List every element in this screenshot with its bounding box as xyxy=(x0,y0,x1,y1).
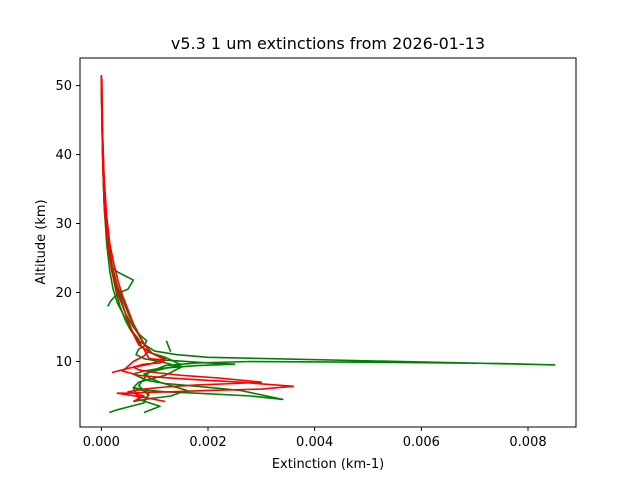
series-line-green-6 xyxy=(165,340,172,353)
x-tick-label: 0.004 xyxy=(296,435,333,450)
y-tick-label: 10 xyxy=(55,355,72,370)
x-tick-label: 0.002 xyxy=(189,435,226,450)
x-tick-label: 0.000 xyxy=(83,435,120,450)
series-line-green-5 xyxy=(100,78,188,403)
x-tick-label: 0.008 xyxy=(509,435,546,450)
y-tick-label: 40 xyxy=(55,148,72,163)
series-line-red-9 xyxy=(101,78,167,374)
x-axis-label: Extinction (km-1) xyxy=(272,457,384,472)
chart-title: v5.3 1 um extinctions from 2026-01-13 xyxy=(171,34,485,53)
series-line-red-8 xyxy=(100,75,295,403)
plot-frame xyxy=(79,57,577,428)
y-tick-label: 50 xyxy=(55,79,72,94)
y-tick-label: 30 xyxy=(55,217,72,232)
y-tick-label: 20 xyxy=(55,286,72,301)
series-layer xyxy=(100,75,556,414)
y-axis-label: Altitude (km) xyxy=(34,199,49,284)
x-tick-label: 0.006 xyxy=(403,435,440,450)
y-axis: 10 20 30 40 50 xyxy=(55,79,80,370)
x-axis: 0.000 0.002 0.004 0.006 0.008 xyxy=(83,427,547,450)
